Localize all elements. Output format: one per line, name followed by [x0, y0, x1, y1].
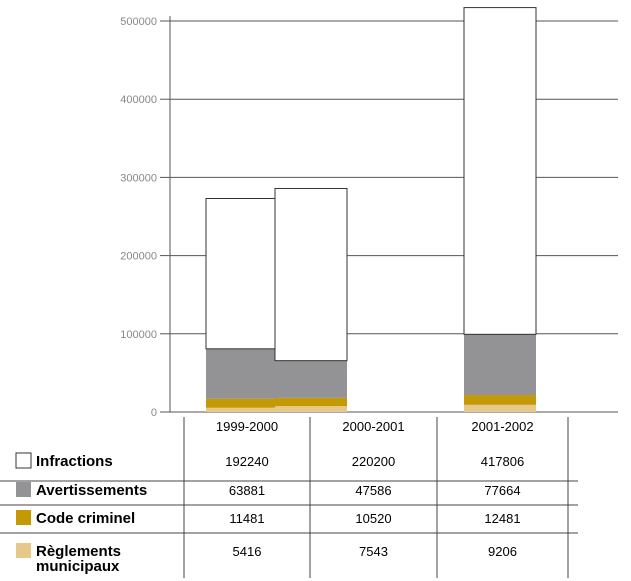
x-category-label: 2001-2002	[471, 419, 533, 434]
legend-label-line: Code criminel	[36, 510, 135, 527]
data-value: 12481	[484, 511, 520, 526]
bar-segment	[464, 334, 536, 396]
data-value: 7543	[359, 544, 388, 559]
bar-segment	[275, 406, 347, 412]
legend-swatch	[16, 543, 31, 558]
legend-label: Avertissements	[36, 482, 147, 499]
bar-segment	[275, 397, 347, 407]
data-value: 47586	[355, 483, 391, 498]
legend-swatch	[16, 482, 31, 497]
data-value: 417806	[481, 454, 524, 469]
bar-segment	[464, 395, 536, 405]
y-tick-label: 0	[151, 407, 157, 419]
data-value: 192240	[225, 454, 268, 469]
legend-label: Code criminel	[36, 510, 135, 527]
legend-label-line: municipaux	[36, 558, 120, 575]
bar-segment	[463, 7, 537, 335]
data-value: 77664	[484, 483, 520, 498]
y-tick-label: 200000	[120, 251, 157, 263]
y-tick-label: 400000	[120, 94, 157, 106]
bar-segment	[206, 407, 278, 412]
y-tick-label: 300000	[120, 172, 157, 184]
x-category-label: 2000-2001	[342, 419, 404, 434]
data-value: 220200	[352, 454, 395, 469]
y-tick-label: 100000	[120, 329, 157, 341]
legend-label-line: Infractions	[36, 453, 113, 470]
bar-segment	[464, 404, 536, 412]
bar-segment	[275, 360, 347, 398]
bar-segment	[206, 348, 278, 399]
bar-segment	[274, 187, 348, 362]
legend-swatch	[15, 452, 32, 469]
data-value: 5416	[233, 544, 262, 559]
y-tick-label: 500000	[120, 16, 157, 28]
legend-label: Règlements municipaux	[36, 543, 121, 575]
data-value: 10520	[355, 511, 391, 526]
legend-label-line: Règlements	[36, 543, 121, 560]
data-value: 11481	[229, 511, 264, 526]
legend-label: Infractions	[36, 453, 113, 470]
data-value: 9206	[488, 544, 517, 559]
data-value: 63881	[229, 483, 265, 498]
bar-segment	[205, 197, 279, 350]
legend-label-line: Avertissements	[36, 482, 147, 499]
legend-swatch	[16, 510, 31, 525]
bar-segment	[206, 398, 278, 408]
x-category-label: 1999-2000	[216, 419, 278, 434]
